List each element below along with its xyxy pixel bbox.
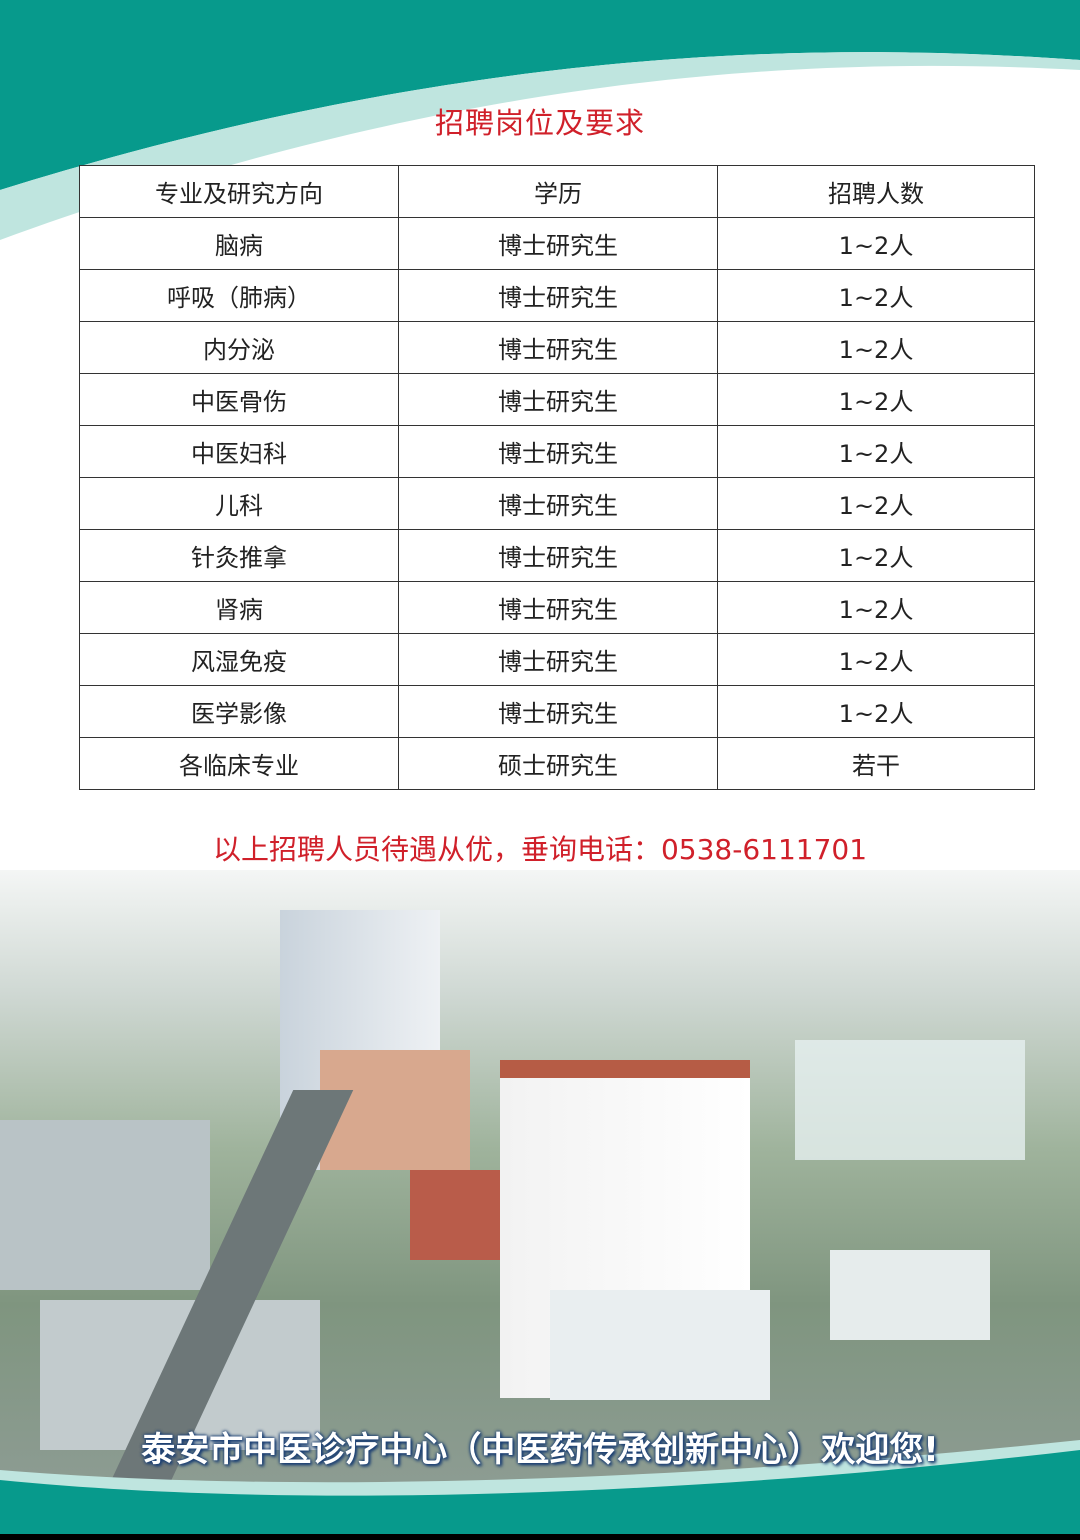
header-education: 学历: [398, 165, 718, 218]
table-row: 儿科 博士研究生 1~2人: [79, 477, 1035, 530]
table-row: 呼吸（肺病） 博士研究生 1~2人: [79, 269, 1035, 322]
cell-count: 1~2人: [717, 425, 1035, 478]
cell-major: 中医妇科: [79, 425, 399, 478]
bottom-bar: [0, 1534, 1080, 1540]
table-row: 中医骨伤 博士研究生 1~2人: [79, 373, 1035, 426]
cell-education: 博士研究生: [398, 581, 718, 634]
cell-major: 各临床专业: [79, 737, 399, 790]
cell-count: 1~2人: [717, 321, 1035, 374]
cell-education: 博士研究生: [398, 425, 718, 478]
cell-major: 风湿免疫: [79, 633, 399, 686]
table-row: 内分泌 博士研究生 1~2人: [79, 321, 1035, 374]
table-row: 风湿免疫 博士研究生 1~2人: [79, 633, 1035, 686]
cell-major: 儿科: [79, 477, 399, 530]
cell-count: 1~2人: [717, 217, 1035, 270]
table-row: 中医妇科 博士研究生 1~2人: [79, 425, 1035, 478]
cell-education: 博士研究生: [398, 321, 718, 374]
cell-count: 1~2人: [717, 581, 1035, 634]
contact-note: 以上招聘人员待遇从优，垂询电话：0538-6111701: [212, 833, 868, 866]
table-row: 脑病 博士研究生 1~2人: [79, 217, 1035, 270]
cell-education: 博士研究生: [398, 373, 718, 426]
cell-education: 博士研究生: [398, 685, 718, 738]
cell-count: 1~2人: [717, 529, 1035, 582]
page-title: 招聘岗位及要求: [434, 106, 645, 140]
table-row: 医学影像 博士研究生 1~2人: [79, 685, 1035, 738]
cell-major: 针灸推拿: [79, 529, 399, 582]
cell-education: 博士研究生: [398, 477, 718, 530]
cell-education: 博士研究生: [398, 269, 718, 322]
cell-education: 博士研究生: [398, 529, 718, 582]
hospital-aerial-illustration: [0, 870, 1080, 1490]
cell-education: 硕士研究生: [398, 737, 718, 790]
cell-education: 博士研究生: [398, 217, 718, 270]
bottom-teal-wave: [0, 1440, 1080, 1540]
table-header-row: 专业及研究方向 学历 招聘人数: [79, 165, 1035, 218]
cell-major: 肾病: [79, 581, 399, 634]
cell-count: 1~2人: [717, 633, 1035, 686]
table-row: 肾病 博士研究生 1~2人: [79, 581, 1035, 634]
table-row: 各临床专业 硕士研究生 若干: [79, 737, 1035, 790]
header-major: 专业及研究方向: [79, 165, 399, 218]
recruitment-table: 专业及研究方向 学历 招聘人数 脑病 博士研究生 1~2人 呼吸（肺病） 博士研究生 1~…: [79, 165, 1035, 790]
cell-count: 1~2人: [717, 373, 1035, 426]
welcome-banner: 泰安市中医诊疗中心（中医药传承创新中心）欢迎您!: [141, 1430, 939, 1470]
cell-count: 1~2人: [717, 269, 1035, 322]
cell-count: 1~2人: [717, 685, 1035, 738]
cell-major: 脑病: [79, 217, 399, 270]
cell-major: 呼吸（肺病）: [79, 269, 399, 322]
cell-education: 博士研究生: [398, 633, 718, 686]
top-teal-wave: [0, 0, 1080, 240]
cell-count: 1~2人: [717, 477, 1035, 530]
cell-major: 内分泌: [79, 321, 399, 374]
cell-major: 医学影像: [79, 685, 399, 738]
cell-major: 中医骨伤: [79, 373, 399, 426]
header-count: 招聘人数: [717, 165, 1035, 218]
table-row: 针灸推拿 博士研究生 1~2人: [79, 529, 1035, 582]
cell-count: 若干: [717, 737, 1035, 790]
